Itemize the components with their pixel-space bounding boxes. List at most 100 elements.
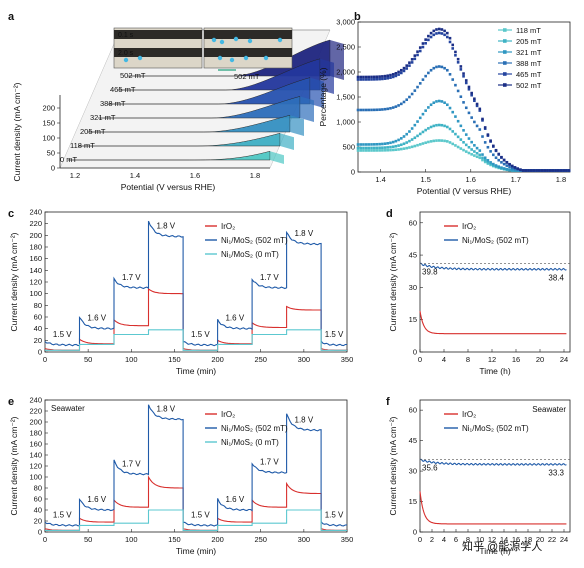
y-tick-label: 100 xyxy=(29,289,42,298)
data-point xyxy=(508,165,511,169)
curve-surface xyxy=(98,96,301,119)
data-point xyxy=(500,166,503,169)
data-point xyxy=(478,153,482,157)
legend-label: Ni₁/MoS₂ (502 mT) xyxy=(462,424,529,433)
data-point xyxy=(437,31,441,35)
plot-frame xyxy=(419,399,571,533)
data-point xyxy=(424,74,427,78)
data-point xyxy=(559,169,563,172)
curve-side xyxy=(290,115,304,136)
data-point xyxy=(437,139,441,142)
data-point xyxy=(410,127,414,130)
data-point xyxy=(381,75,384,78)
series-label: 465 mT xyxy=(110,85,136,94)
data-point xyxy=(510,166,514,170)
data-point xyxy=(464,150,468,153)
data-point xyxy=(556,169,560,172)
data-point xyxy=(505,160,509,164)
data-point xyxy=(489,161,492,164)
step-label: 1.5 V xyxy=(191,330,210,339)
curve-surface xyxy=(68,150,271,161)
y-tick-label: 2,000 xyxy=(336,68,355,77)
data-point xyxy=(467,145,471,149)
y-axis-label: Current density (mA cm⁻²) xyxy=(9,232,19,331)
x-tick-label: 1.7 xyxy=(511,175,521,184)
step-label: 1.7 V xyxy=(260,458,279,467)
data-point xyxy=(418,143,422,146)
data-point xyxy=(418,116,422,120)
data-point xyxy=(470,91,473,95)
data-point xyxy=(405,64,409,67)
data-point xyxy=(446,103,449,107)
data-point xyxy=(389,76,392,79)
data-point xyxy=(383,107,387,111)
legend-label: Ni₁/MoS₂ (502 mT) xyxy=(221,236,288,245)
data-point xyxy=(389,148,392,152)
data-point xyxy=(443,29,446,33)
data-point xyxy=(440,123,444,127)
data-point xyxy=(451,47,455,50)
data-point xyxy=(413,57,417,61)
data-point xyxy=(424,41,427,45)
x-tick-label: 50 xyxy=(84,355,92,364)
data-point xyxy=(375,149,379,152)
x-tick-label: 0 xyxy=(43,535,47,544)
series-label: 321 mT xyxy=(90,113,116,122)
y-tick-label: 30 xyxy=(409,283,417,292)
x-tick-label: 1.8 xyxy=(250,171,260,180)
legend-label: 388 mT xyxy=(516,59,542,68)
data-point xyxy=(467,111,471,115)
data-point xyxy=(464,143,468,147)
data-point xyxy=(410,145,414,149)
y-axis-label: Current density (mA cm⁻²) xyxy=(9,416,19,515)
data-point xyxy=(381,149,384,152)
y-tick-label: 140 xyxy=(29,266,42,275)
step-label: 1.5 V xyxy=(53,330,72,339)
y-axis-label: Current density (mA cm⁻²) xyxy=(12,82,22,181)
data-point xyxy=(364,149,368,152)
data-point xyxy=(475,104,479,108)
bubble xyxy=(247,38,253,44)
legend-label: IrO₂ xyxy=(221,222,235,231)
data-point xyxy=(427,34,430,38)
data-point xyxy=(492,144,495,148)
data-point xyxy=(356,149,360,152)
step-label: 1.5 V xyxy=(325,510,344,519)
data-point xyxy=(397,70,400,74)
legend-label: Ni₁/MoS₂ (0 mT) xyxy=(221,438,279,447)
panel-c: 0 50 100 150 200 250 300 350 0 20 40 60 80 100 120 140 1… xyxy=(8,208,353,377)
y-tick-label: 0 xyxy=(413,348,417,357)
data-point xyxy=(454,115,457,118)
x-tick-label: 1.6 xyxy=(466,175,476,184)
data-point xyxy=(486,162,490,165)
data-point xyxy=(383,74,387,78)
y-tick-label: 20 xyxy=(34,336,42,345)
data-point xyxy=(481,135,484,138)
step-label: 1.5 V xyxy=(191,510,210,519)
data-point xyxy=(391,75,395,79)
annotation-end: 33.3 xyxy=(548,468,564,477)
data-point xyxy=(481,153,484,156)
electrode-strip xyxy=(204,30,292,39)
curve-surface xyxy=(118,58,321,91)
data-point xyxy=(443,66,446,70)
data-point xyxy=(440,100,444,103)
data-point xyxy=(391,106,395,109)
data-point xyxy=(375,146,379,150)
data-point xyxy=(356,143,360,146)
panel-d: 0 4 8 12 16 20 24 0 15 30 45 60 Time (h) Current dens… xyxy=(386,208,571,376)
data-point xyxy=(364,146,368,150)
data-point xyxy=(551,169,555,172)
y-tick-label: 1,000 xyxy=(336,118,355,127)
data-point xyxy=(356,78,360,81)
data-point xyxy=(378,149,381,152)
data-point xyxy=(362,143,365,146)
data-point xyxy=(459,138,463,141)
data-point xyxy=(446,35,449,39)
y-tick-label: 45 xyxy=(409,436,417,445)
x-axis-label: Time (min) xyxy=(176,546,216,556)
series-line xyxy=(419,491,567,525)
x-tick-label: 150 xyxy=(168,535,181,544)
data-point xyxy=(421,78,425,81)
data-point xyxy=(424,109,427,112)
